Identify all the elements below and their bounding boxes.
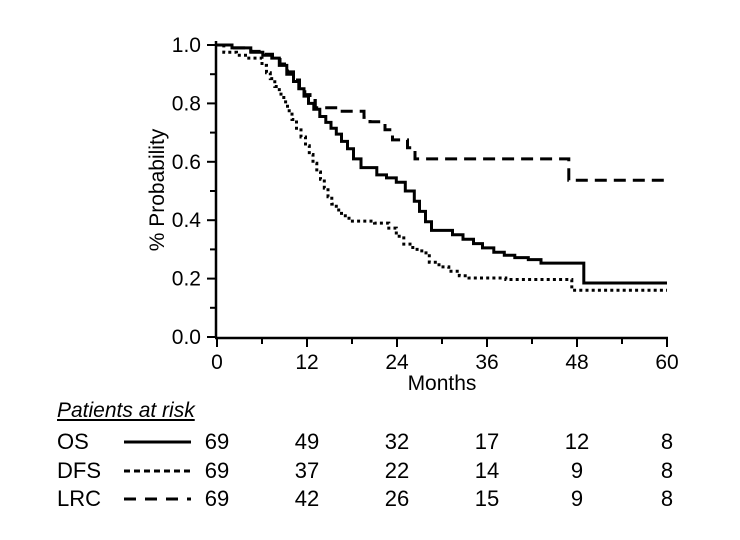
y-tick-label: 0.0 xyxy=(172,326,201,349)
y-tick-label: 0.4 xyxy=(172,209,202,232)
x-tick-label: 60 xyxy=(655,351,678,374)
axes xyxy=(214,41,668,340)
km-curve-dfs xyxy=(217,43,667,292)
risk-count-lrc-m60: 8 xyxy=(660,486,674,511)
x-tick-label: 36 xyxy=(475,351,498,374)
risk-count-os-m48: 12 xyxy=(564,429,590,454)
axis-ticks xyxy=(207,44,668,347)
risk-count-os-m36: 17 xyxy=(474,429,500,454)
x-tick-label: 24 xyxy=(385,351,409,374)
axis-tick-labels: 1.0 0.8 0.6 0.4 0.2 0.0 0 12 24 36 48 60 xyxy=(172,34,679,374)
y-tick-label: 0.6 xyxy=(172,151,201,174)
patients-at-risk-heading: Patients at risk xyxy=(57,399,195,422)
x-tick-label: 12 xyxy=(295,351,318,374)
risk-count-os-m12: 49 xyxy=(294,429,320,454)
risk-count-lrc-m24: 26 xyxy=(384,486,410,511)
y-axis-title: % Probability xyxy=(146,128,169,252)
risk-count-lrc-m0: 69 xyxy=(204,486,230,511)
risk-count-lrc-m36: 15 xyxy=(474,486,500,511)
x-axis-title: Months xyxy=(407,372,477,395)
y-tick-label: 0.2 xyxy=(172,268,201,291)
legend-line-dashed-lrc xyxy=(124,497,191,501)
risk-count-dfs-m60: 8 xyxy=(660,457,674,483)
risk-count-dfs-m48: 9 xyxy=(570,457,584,483)
legend-line-solid-os xyxy=(124,440,191,444)
risk-count-dfs-m36: 14 xyxy=(474,457,500,483)
risk-count-lrc-m48: 9 xyxy=(570,486,584,511)
risk-count-dfs-m24: 22 xyxy=(384,457,410,483)
risk-count-os-m0: 69 xyxy=(204,429,230,454)
risk-count-lrc-m12: 42 xyxy=(294,486,320,511)
y-tick-label: 1.0 xyxy=(172,34,201,57)
x-tick-label: 0 xyxy=(211,351,223,374)
risk-count-dfs-m12: 37 xyxy=(294,457,320,483)
y-tick-label: 0.8 xyxy=(172,92,201,115)
legend-line-dotted-dfs xyxy=(124,469,191,472)
risk-row-label-dfs: DFS xyxy=(57,457,101,483)
risk-row-label-lrc: LRC xyxy=(57,486,102,511)
risk-count-os-m60: 8 xyxy=(660,429,674,454)
km-curve-os xyxy=(217,43,667,285)
x-tick-label: 48 xyxy=(565,351,588,374)
risk-count-os-m24: 32 xyxy=(384,429,410,454)
km-curve-lrc xyxy=(217,43,667,182)
risk-count-dfs-m0: 69 xyxy=(204,457,230,483)
risk-row-label-os: OS xyxy=(57,429,89,454)
